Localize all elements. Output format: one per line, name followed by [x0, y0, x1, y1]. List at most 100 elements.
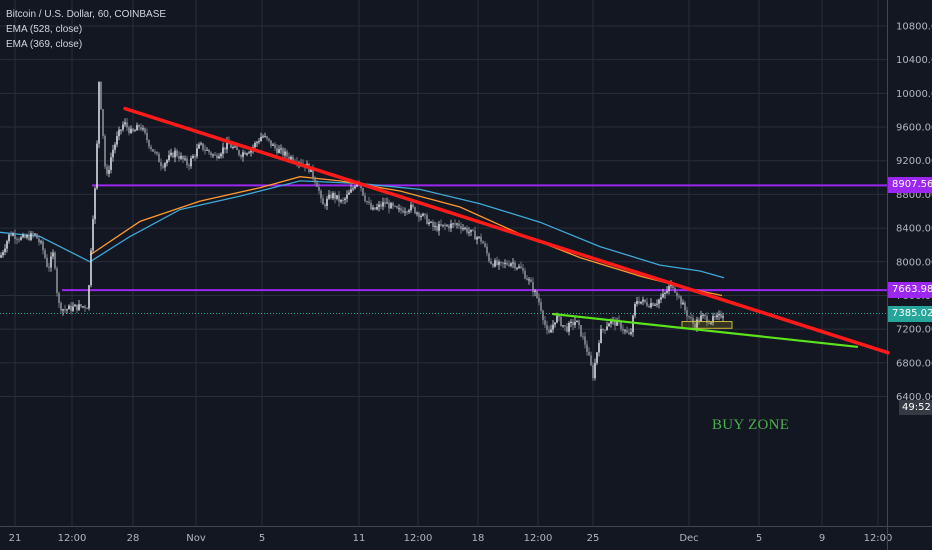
y-tick-label: 7200.00 — [896, 325, 932, 336]
candle-body — [344, 198, 346, 201]
candle-body — [470, 229, 472, 232]
candle-body — [6, 241, 8, 249]
candle-body — [320, 190, 322, 199]
candle-body — [162, 166, 164, 168]
candle-body — [718, 313, 720, 316]
candle-body — [332, 193, 334, 199]
candle-body — [486, 246, 488, 254]
candle-body — [508, 264, 510, 266]
candle-body — [402, 210, 404, 213]
candle-body — [72, 306, 74, 311]
candle-body — [474, 230, 476, 240]
candle-body — [716, 315, 718, 318]
symbol-title[interactable]: Bitcoin / U.S. Dollar, 60, COINBASE — [6, 9, 167, 20]
candle-body — [404, 211, 406, 213]
candle-body — [594, 363, 596, 379]
candle-body — [220, 153, 222, 157]
support-trendline[interactable] — [551, 312, 859, 348]
candle-body — [148, 140, 150, 147]
candle-body — [30, 233, 32, 240]
candle-body — [280, 148, 282, 150]
candle-body — [210, 152, 212, 156]
candle-body — [64, 309, 66, 311]
candle-body — [500, 261, 502, 263]
candle-body — [552, 324, 554, 330]
candle-body — [546, 325, 548, 331]
candle-body — [84, 306, 86, 308]
candle-body — [576, 320, 578, 323]
candle-body — [600, 329, 602, 344]
candle-body — [56, 268, 58, 293]
candle-body — [398, 208, 400, 210]
candle-body — [82, 306, 84, 308]
candle-body — [214, 154, 216, 156]
candle-body — [410, 204, 412, 211]
x-tick-label: Dec — [679, 533, 698, 544]
candle-body — [580, 324, 582, 337]
candle-body — [326, 198, 328, 207]
candle-body — [124, 122, 126, 125]
candle-body — [434, 225, 436, 227]
candle-body — [460, 226, 462, 230]
candle-body — [392, 203, 394, 206]
candle-body — [316, 182, 318, 187]
candle-body — [94, 188, 96, 220]
candle-body — [668, 286, 670, 291]
candle-body — [36, 233, 38, 239]
candle-body — [604, 329, 606, 331]
candle-body — [630, 332, 632, 335]
candle-body — [654, 304, 656, 306]
buy-zone-box[interactable] — [681, 321, 733, 329]
candle-body — [432, 221, 434, 227]
x-tick-label: 12:00 — [864, 533, 893, 544]
y-tick-label: 10400.00 — [896, 55, 932, 66]
candle-body — [334, 193, 336, 199]
candle-body — [446, 225, 448, 227]
candle-body — [548, 330, 550, 333]
candle-body — [224, 147, 226, 150]
candle-body — [620, 321, 622, 329]
x-tick-label: 21 — [9, 533, 22, 544]
candle-body — [454, 223, 456, 225]
candle-body — [626, 330, 628, 333]
candle-body — [68, 305, 70, 310]
candle-body — [100, 81, 102, 110]
candle-body — [440, 224, 442, 226]
ema-369-line[interactable] — [89, 176, 723, 297]
candle-body — [512, 262, 514, 264]
y-tick-label: 8400.00 — [896, 224, 932, 235]
candle-body — [126, 122, 128, 128]
candle-body — [352, 188, 354, 190]
candle-body — [354, 186, 356, 189]
candle-body — [560, 316, 562, 327]
candle-body — [384, 202, 386, 204]
resistance-trendline[interactable] — [123, 106, 890, 355]
candle-body — [510, 263, 512, 266]
candle-body — [324, 204, 326, 207]
candle-body — [636, 301, 638, 304]
candle-body — [244, 152, 246, 155]
candle-body — [102, 109, 104, 136]
candle-body — [54, 252, 56, 269]
candle-body — [330, 194, 332, 199]
candle-body — [130, 128, 132, 134]
candle-body — [412, 204, 414, 208]
candle-body — [586, 344, 588, 352]
candle-body — [246, 153, 248, 155]
candle-body — [678, 296, 680, 298]
ema-369-label[interactable]: EMA (369, close) — [6, 39, 83, 50]
candle-body — [60, 303, 62, 311]
candle-body — [336, 195, 338, 199]
ema-528-label[interactable]: EMA (528, close) — [6, 24, 83, 35]
candle-body — [176, 150, 178, 156]
candle-body — [366, 201, 368, 203]
candle-body — [492, 264, 494, 267]
candle-body — [420, 215, 422, 218]
candle-body — [322, 198, 324, 205]
candle-body — [566, 326, 568, 332]
candle-body — [34, 233, 36, 235]
candle-body — [388, 202, 390, 209]
candle-body — [534, 290, 536, 293]
